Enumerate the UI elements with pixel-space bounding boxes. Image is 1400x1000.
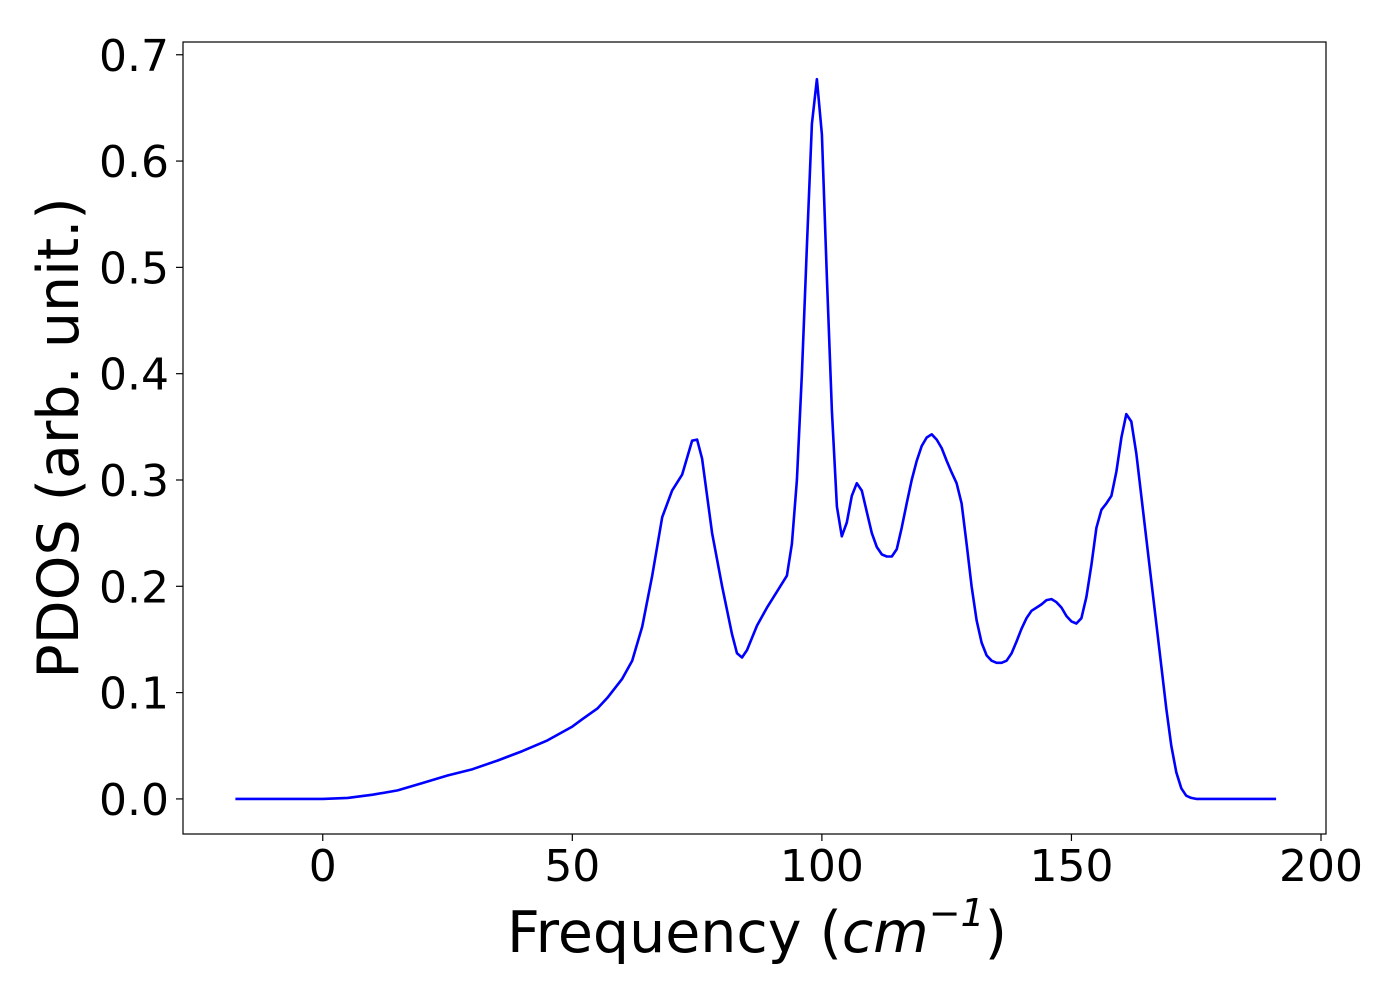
x-axis-title: Frequency (cm−1) xyxy=(507,891,1007,966)
y-axis-title: PDOS (arb. unit.) xyxy=(26,197,92,678)
y-tick-label: 0.7 xyxy=(99,31,169,82)
y-tick-label: 0.5 xyxy=(99,243,169,294)
x-axis-title-main: Frequency ( xyxy=(507,900,842,966)
x-tick-label: 200 xyxy=(1279,841,1363,892)
y-tick-label: 0.2 xyxy=(99,562,169,613)
x-tick-label: 100 xyxy=(780,841,864,892)
y-tick-label: 0.3 xyxy=(99,456,169,507)
plot-frame xyxy=(182,41,1327,835)
x-tick-label: 50 xyxy=(544,841,600,892)
y-tick-label: 0.1 xyxy=(99,669,169,720)
y-axis-ticks: 0.0 0.1 0.2 0.3 0.4 0.5 0.6 0.7 xyxy=(99,31,183,826)
x-tick-label: 0 xyxy=(309,841,337,892)
y-tick-label: 0.4 xyxy=(99,350,169,401)
y-tick-label: 0.0 xyxy=(99,775,169,826)
x-axis-ticks: 0 50 100 150 200 xyxy=(309,834,1363,892)
x-axis-title-exponent: −1 xyxy=(929,891,985,935)
series-layer xyxy=(235,77,1277,801)
y-tick-label: 0.6 xyxy=(99,137,169,188)
x-tick-label: 150 xyxy=(1029,841,1113,892)
pdos-line xyxy=(235,77,1277,801)
x-axis-title-unit: cm xyxy=(842,900,929,966)
x-axis-title-close: ) xyxy=(985,900,1007,966)
